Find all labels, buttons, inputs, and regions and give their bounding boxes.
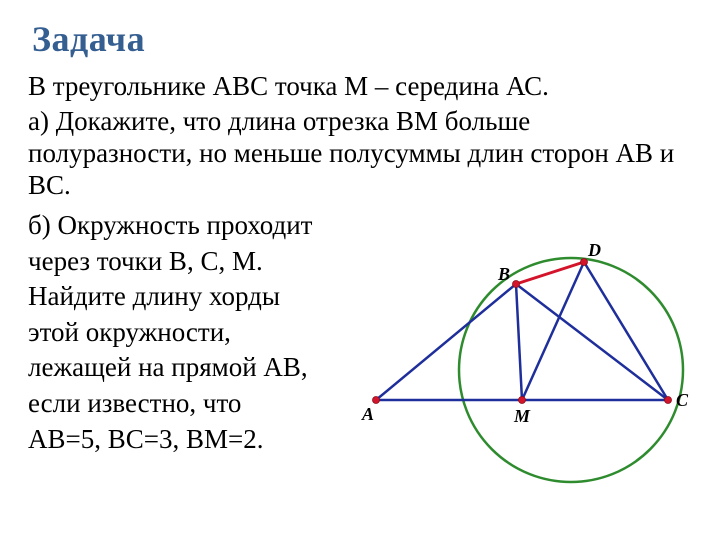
part-a-text: а) Докажите, что длина отрезка BМ больше… (28, 106, 694, 202)
problem-title: Задача (32, 18, 694, 60)
svg-text:A: A (361, 404, 374, 424)
part-b-line: этой окружности, (28, 315, 368, 351)
part-b-line: Найдите длину хорды (28, 279, 368, 315)
part-b-line: АВ=5, ВС=3, ВМ=2. (28, 422, 368, 458)
figure-svg: A M C B D (346, 222, 696, 502)
part-b-text: б) Окружность проходит через точки B, С,… (28, 208, 368, 457)
svg-text:B: B (497, 264, 510, 284)
problem-statement: В треугольнике АВС точка М – середина АС… (28, 70, 694, 102)
part-b-line: лежащей на прямой АВ, (28, 350, 368, 386)
part-b-line: через точки B, С, M. (28, 244, 368, 280)
svg-text:D: D (587, 240, 601, 260)
svg-text:C: C (676, 390, 689, 410)
part-b-line: б) Окружность проходит (28, 208, 368, 244)
geometry-figure: A M C B D (346, 222, 696, 502)
page: Задача В треугольнике АВС точка М – сере… (0, 0, 720, 540)
part-b-line: если известно, что (28, 386, 368, 422)
svg-text:M: M (513, 406, 531, 426)
